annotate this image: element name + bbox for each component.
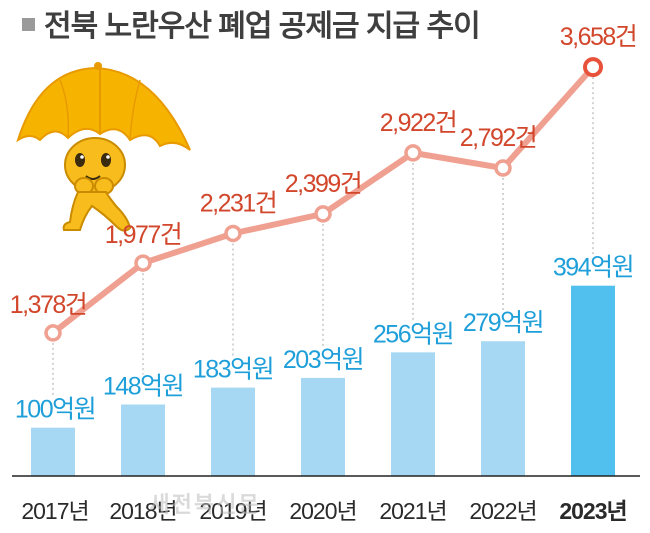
x-tick-label: 2020년 [289,498,356,524]
x-tick-label: 2022년 [469,498,536,524]
count-label: 2,922건 [380,109,457,137]
mascot-umbrella-illustration [16,62,191,232]
amount-bar [391,352,435,476]
count-point [494,159,512,177]
count-label: 1,378건 [10,291,87,319]
count-label: 3,658건 [560,23,637,51]
count-point [583,57,603,78]
amount-bar [211,387,255,476]
x-tick-label: 2019년 [199,498,266,524]
x-axis: 2017년 2018년 2019년 2020년 2021년 2022년 2023년 [12,475,640,524]
amount-label: 279억원 [463,309,543,337]
count-point [44,324,62,342]
watermark: 새전북신문 [149,492,260,517]
count-label: 2,399건 [285,170,362,198]
amount-label: 183억원 [193,356,273,384]
amount-bar [301,377,345,476]
count-point [134,254,152,272]
amount-bars [31,285,615,476]
count-point [314,205,332,223]
count-label: 2,231건 [200,189,277,217]
count-label: 1,977건 [105,221,182,249]
amount-label: 256억원 [373,320,453,348]
x-tick-label: 2018년 [109,498,176,524]
count-label: 2,792건 [460,124,537,152]
connector-lines [52,77,594,398]
amount-bar [571,285,615,476]
amount-bar [481,341,525,476]
amount-label: 203억원 [283,346,363,374]
amount-label: 394억원 [553,254,633,282]
amount-bar [121,404,165,476]
amount-label: 100억원 [15,396,95,424]
amount-bar [31,427,75,476]
title-marker [22,18,35,31]
x-tick-label: 2023년 [559,498,626,524]
x-tick-label: 2017년 [21,498,88,524]
count-line [44,57,603,342]
x-tick-label: 2021년 [379,498,446,524]
chart-title: 전북 노란우산 폐업 공제금 지급 추이 [44,10,480,43]
count-point [404,144,422,162]
count-point [224,224,242,243]
amount-label: 148억원 [103,373,183,401]
